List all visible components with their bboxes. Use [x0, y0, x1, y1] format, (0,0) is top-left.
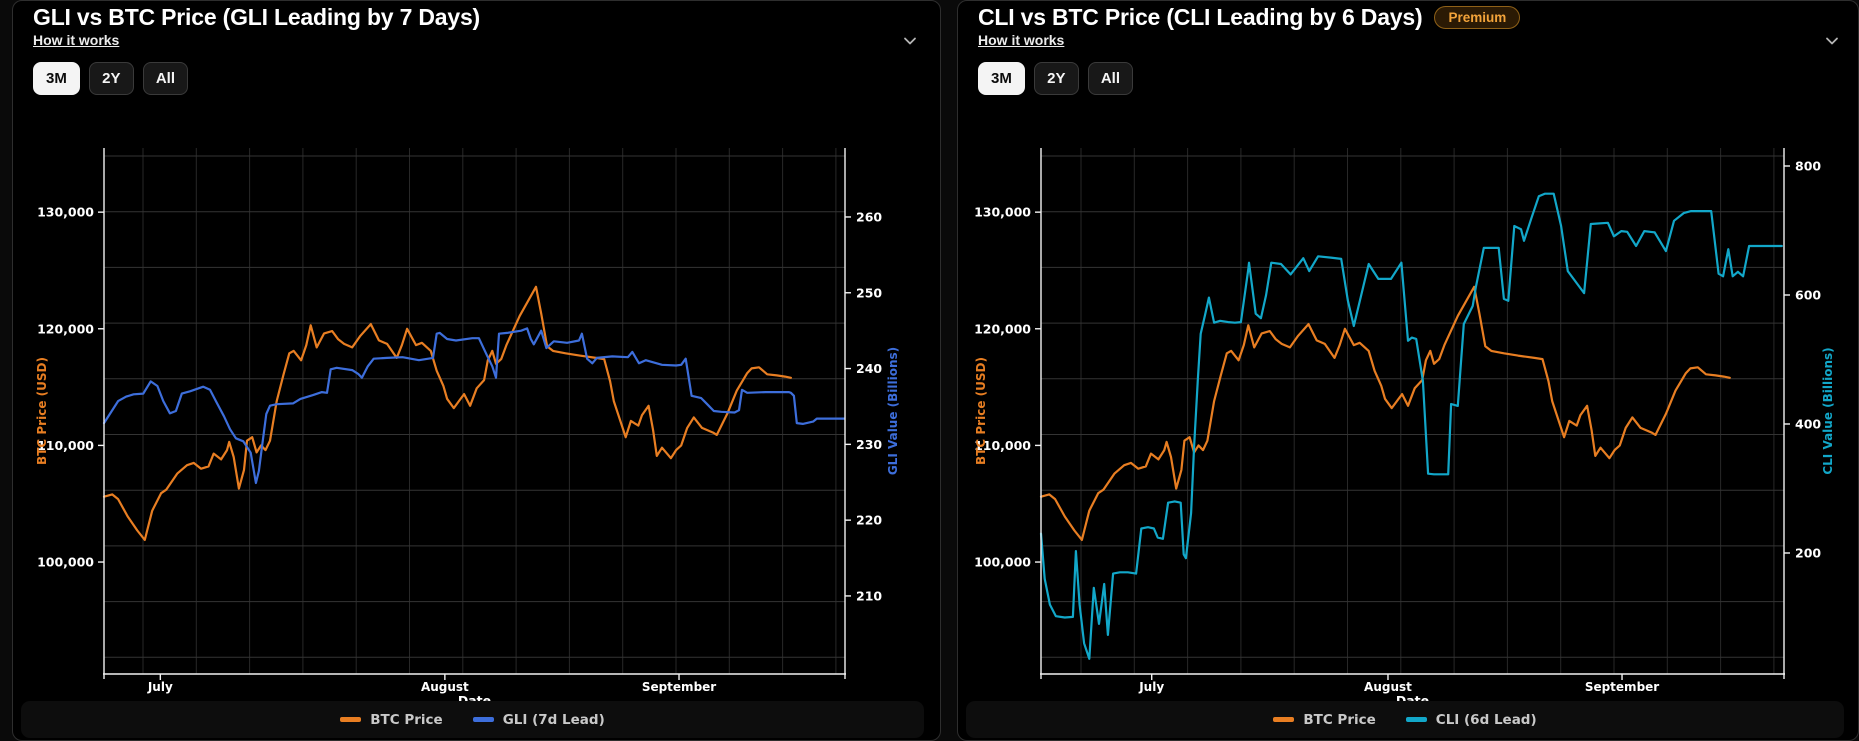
legend-label: BTC Price: [370, 711, 443, 728]
series-lines: [1039, 192, 1783, 660]
left-tick-label: 100,000: [37, 555, 94, 570]
range-button-3m[interactable]: 3M: [33, 62, 80, 95]
cli-panel-header: CLI vs BTC Price (CLI Leading by 6 Days)…: [978, 4, 1521, 31]
right-tick-label: 230: [856, 437, 882, 452]
plot-grid: [104, 148, 845, 674]
right-tick-label: 210: [856, 588, 882, 603]
series-line-gli-7d-lead-: [102, 327, 846, 485]
right-tick-label: 250: [856, 285, 882, 300]
left-axis-title: BTC Price (USD): [974, 357, 988, 465]
gli-line-swatch: [472, 717, 494, 722]
legend-item-btc[interactable]: BTC Price: [340, 711, 443, 728]
plot-grid: [1041, 148, 1784, 674]
right-tick-label: 220: [856, 513, 882, 528]
premium-badge: Premium: [1434, 6, 1521, 29]
range-button-all[interactable]: All: [1087, 62, 1134, 95]
left-tick-label: 130,000: [37, 205, 94, 220]
left-tick-label: 100,000: [974, 555, 1031, 570]
gli-chart[interactable]: 100,000 110,000 120,000 130,000 210 220 230 240…: [13, 1, 942, 741]
legend-label: BTC Price: [1303, 711, 1376, 728]
right-tick-label: 240: [856, 361, 882, 376]
cli-legend: BTC Price CLI (6d Lead): [966, 701, 1844, 738]
legend-item-gli[interactable]: GLI (7d Lead): [472, 711, 605, 728]
range-button-group: 3M 2Y All: [33, 62, 189, 95]
x-tick-label: August: [1364, 680, 1412, 694]
btc-line-swatch: [340, 717, 362, 722]
range-button-3m[interactable]: 3M: [978, 62, 1025, 95]
right-tick-label: 400: [1795, 416, 1821, 431]
right-tick-label: 260: [856, 209, 882, 224]
x-tick-label: September: [1585, 680, 1659, 694]
left-tick-label: 110,000: [974, 438, 1031, 453]
right-tick-label: 800: [1795, 158, 1821, 173]
series-line-cli-6d-lead-: [1039, 192, 1783, 660]
left-axis-title: BTC Price (USD): [35, 357, 49, 465]
x-tick-label: September: [642, 680, 716, 694]
gli-panel-header: GLI vs BTC Price (GLI Leading by 7 Days): [33, 4, 480, 31]
series-lines: [102, 285, 846, 542]
series-line-btc-price: [1039, 285, 1731, 542]
range-button-2y[interactable]: 2Y: [1033, 62, 1079, 95]
cli-line-swatch: [1405, 717, 1427, 722]
left-tick-label: 130,000: [974, 205, 1031, 220]
range-button-all[interactable]: All: [142, 62, 189, 95]
chevron-down-icon[interactable]: [1824, 33, 1840, 49]
cli-panel: CLI vs BTC Price (CLI Leading by 6 Days)…: [957, 0, 1859, 741]
legend-label: CLI (6d Lead): [1435, 711, 1537, 728]
axes: 100,000 110,000 120,000 130,000 210 220 230 240…: [35, 148, 900, 708]
gli-legend: BTC Price GLI (7d Lead): [21, 701, 924, 738]
right-axis-title: CLI Value (Billions): [1821, 347, 1835, 474]
series-line-btc-price: [102, 285, 793, 542]
right-tick-label: 600: [1795, 287, 1821, 302]
x-tick-label: August: [421, 680, 469, 694]
legend-item-cli[interactable]: CLI (6d Lead): [1405, 711, 1537, 728]
x-tick-label: July: [147, 680, 173, 694]
range-button-2y[interactable]: 2Y: [88, 62, 134, 95]
range-button-group: 3M 2Y All: [978, 62, 1134, 95]
cli-chart[interactable]: 100,000 110,000 120,000 130,000 200 400 600 800…: [958, 1, 1859, 741]
right-tick-label: 200: [1795, 545, 1821, 560]
left-tick-label: 120,000: [37, 321, 94, 336]
gli-panel: GLI vs BTC Price (GLI Leading by 7 Days)…: [12, 0, 941, 741]
axes: 100,000 110,000 120,000 130,000 200 400 600 800…: [974, 148, 1835, 708]
left-tick-label: 110,000: [37, 438, 94, 453]
right-axis-title: GLI Value (Billions): [886, 347, 900, 475]
chevron-down-icon[interactable]: [902, 33, 918, 49]
left-tick-label: 120,000: [974, 321, 1031, 336]
legend-label: GLI (7d Lead): [502, 711, 605, 728]
page-title: CLI vs BTC Price (CLI Leading by 6 Days): [978, 4, 1423, 30]
page-title: GLI vs BTC Price (GLI Leading by 7 Days): [33, 4, 481, 30]
legend-item-btc[interactable]: BTC Price: [1273, 711, 1376, 728]
how-it-works-link[interactable]: How it works: [978, 32, 1065, 48]
how-it-works-link[interactable]: How it works: [33, 32, 120, 48]
btc-line-swatch: [1273, 717, 1295, 722]
x-tick-label: July: [1138, 680, 1164, 694]
